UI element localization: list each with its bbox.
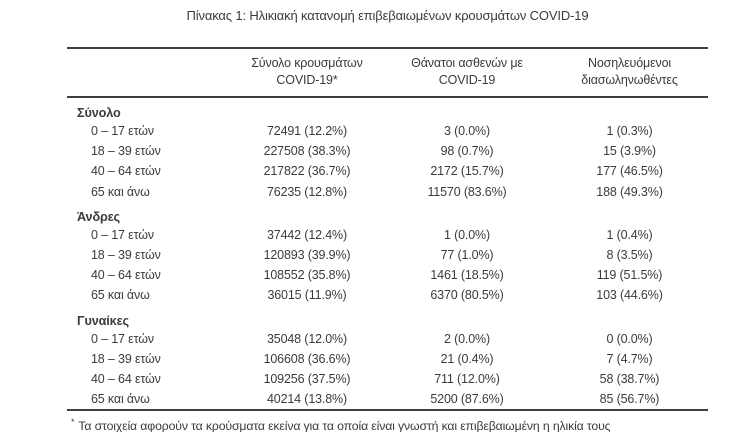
cell-intubated: 0 (0.0%) <box>606 331 653 346</box>
cell-cases: 108552 (35.8%) <box>263 268 351 283</box>
table-row: 65 και άνω 40214 (13.8%) 5200 (87.6%) 85… <box>67 389 708 409</box>
cell-cases: 109256 (37.5%) <box>263 371 351 386</box>
table-row: 40 – 64 ετών 108552 (35.8%) 1461 (18.5%)… <box>67 265 708 285</box>
cell-cases: 227508 (38.3%) <box>263 144 351 159</box>
table-row: 0 – 17 ετών 37442 (12.4%) 1 (0.0%) 1 (0.… <box>67 225 708 245</box>
column-header-intubated: Νοσηλευόμενοι διασωληνωθέντες <box>551 55 708 89</box>
cell-intubated: 188 (49.3%) <box>596 184 663 199</box>
cell-deaths: 21 (0.4%) <box>440 351 494 366</box>
cell-deaths: 1 (0.0%) <box>443 227 491 242</box>
column-header-line1: Νοσηλευόμενοι <box>587 56 672 70</box>
cell-intubated: 58 (38.7%) <box>599 371 660 386</box>
cell-deaths: 711 (12.0%) <box>434 371 500 386</box>
cell-cases: 120893 (39.9%) <box>263 248 351 263</box>
cell-deaths: 5200 (87.6%) <box>430 392 504 407</box>
row-label: 0 – 17 ετών <box>91 331 154 346</box>
cell-intubated: 1 (0.4%) <box>606 227 653 242</box>
row-label: 0 – 17 ετών <box>91 227 154 242</box>
cell-intubated: 119 (51.5%) <box>596 268 663 283</box>
cell-deaths: 77 (1.0%) <box>440 248 494 263</box>
table-body: Σύνολο 0 – 17 ετών 72491 (12.2%) 3 (0.0%… <box>67 98 708 412</box>
table-row: 40 – 64 ετών 109256 (37.5%) 711 (12.0%) … <box>67 369 708 389</box>
table-row: 65 και άνω 76235 (12.8%) 11570 (83.6%) 1… <box>67 182 708 202</box>
section-header-men: Άνδρες <box>77 209 121 224</box>
section-header-total: Σύνολο <box>77 106 121 120</box>
row-label: 65 και άνω <box>91 288 150 303</box>
column-header-deaths: Θάνατοι ασθενών με COVID-19 <box>383 55 551 89</box>
cell-deaths: 3 (0.0%) <box>443 124 491 139</box>
cell-cases: 76235 (12.8%) <box>266 184 348 199</box>
row-label: 40 – 64 ετών <box>91 164 161 179</box>
cell-cases: 40214 (13.8%) <box>266 392 348 407</box>
table-row: 18 – 39 ετών 227508 (38.3%) 98 (0.7%) 15… <box>67 141 708 161</box>
row-label: 40 – 64 ετών <box>91 268 161 283</box>
table-row: 40 – 64 ετών 217822 (36.7%) 2172 (15.7%)… <box>67 161 708 181</box>
cell-intubated: 103 (44.6%) <box>596 288 663 303</box>
footnote-marker: * <box>71 417 75 428</box>
cell-cases: 72491 (12.2%) <box>266 124 348 139</box>
row-label: 18 – 39 ετών <box>91 248 161 263</box>
column-header-line2: COVID-19 <box>438 73 496 87</box>
cell-deaths: 2172 (15.7%) <box>430 164 504 179</box>
table-header-row: Σύνολο κρουσμάτων COVID-19* Θάνατοι ασθε… <box>67 47 708 98</box>
row-label: 65 και άνω <box>91 392 150 407</box>
column-header-line1: Σύνολο κρουσμάτων <box>251 56 363 70</box>
cell-intubated: 85 (56.7%) <box>599 392 660 407</box>
cell-deaths: 1461 (18.5%) <box>430 268 504 283</box>
column-header-line2: COVID-19* <box>276 73 338 87</box>
footnote-text: Τα στοιχεία αφορούν τα κρούσματα εκείνα … <box>78 419 611 432</box>
table-row: 0 – 17 ετών 35048 (12.0%) 2 (0.0%) 0 (0.… <box>67 329 708 349</box>
cell-cases: 35048 (12.0%) <box>266 331 348 346</box>
column-header-line1: Θάνατοι ασθενών με <box>411 56 523 70</box>
cell-cases: 106608 (36.6%) <box>263 351 351 366</box>
column-header-line2: διασωληνωθέντες <box>581 73 678 87</box>
page-title: Πίνακας 1: Ηλικιακή κατανομή επιβεβαιωμέ… <box>186 8 589 23</box>
row-label: 18 – 39 ετών <box>91 144 161 159</box>
covid-age-distribution-table: Σύνολο κρουσμάτων COVID-19* Θάνατοι ασθε… <box>67 47 708 432</box>
column-header-empty <box>67 55 231 89</box>
table-row: 18 – 39 ετών 120893 (39.9%) 77 (1.0%) 8 … <box>67 245 708 265</box>
table-row: 18 – 39 ετών 106608 (36.6%) 21 (0.4%) 7 … <box>67 349 708 369</box>
table-row: 65 και άνω 36015 (11.9%) 6370 (80.5%) 10… <box>67 285 708 305</box>
cell-cases: 217822 (36.7%) <box>263 164 351 179</box>
table-footnote: * Τα στοιχεία αφορούν τα κρούσματα εκείνα… <box>67 415 708 432</box>
cell-deaths: 2 (0.0%) <box>443 331 491 346</box>
row-label: 40 – 64 ετών <box>91 371 161 386</box>
cell-deaths: 11570 (83.6%) <box>427 184 507 199</box>
cell-intubated: 7 (4.7%) <box>606 351 653 366</box>
cell-deaths: 98 (0.7%) <box>440 144 494 159</box>
cell-intubated: 177 (46.5%) <box>596 164 663 179</box>
section-header-women: Γυναίκες <box>77 313 129 328</box>
cell-intubated: 15 (3.9%) <box>603 144 656 159</box>
table-row: 0 – 17 ετών 72491 (12.2%) 3 (0.0%) 1 (0.… <box>67 121 708 141</box>
cell-cases: 36015 (11.9%) <box>267 288 347 303</box>
cell-deaths: 6370 (80.5%) <box>430 288 504 303</box>
cell-intubated: 1 (0.3%) <box>606 124 653 139</box>
column-header-total-cases: Σύνολο κρουσμάτων COVID-19* <box>231 55 383 89</box>
cell-cases: 37442 (12.4%) <box>266 227 348 242</box>
row-label: 65 και άνω <box>91 184 150 199</box>
cell-intubated: 8 (3.5%) <box>606 248 653 263</box>
row-label: 18 – 39 ετών <box>91 351 161 366</box>
row-label: 0 – 17 ετών <box>91 124 154 139</box>
